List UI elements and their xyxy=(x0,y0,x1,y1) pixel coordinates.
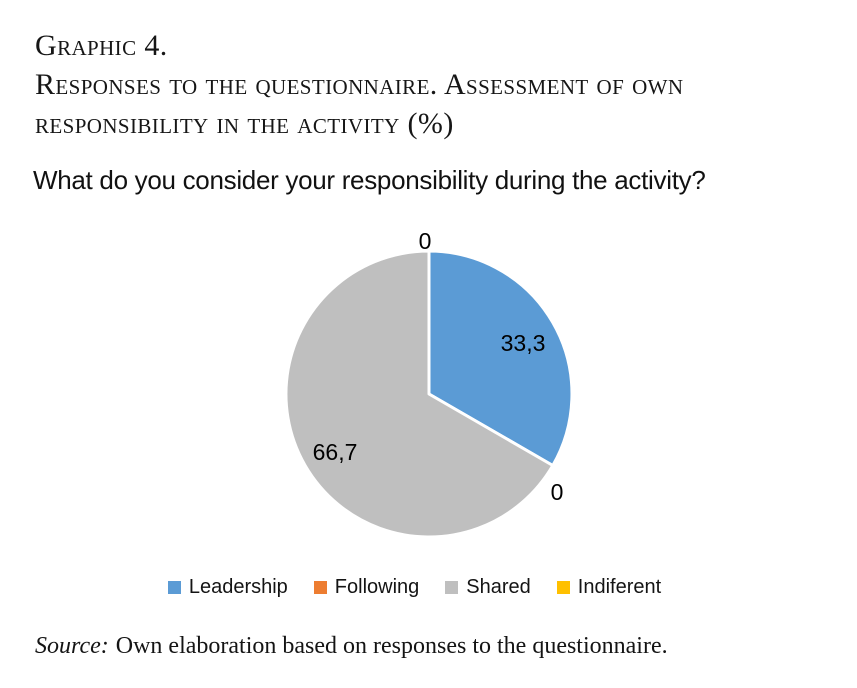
pie-label-indiferent-zero: 0 xyxy=(419,228,432,254)
pie-chart: 0 33,3 66,7 0 xyxy=(259,224,599,564)
legend-item-leadership: Leadership xyxy=(167,576,288,599)
source-note: Source: Own elaboration based on response… xyxy=(35,633,668,660)
legend-swatch-following-icon xyxy=(313,581,327,594)
graphic-caption-line1: Graphic 4. xyxy=(35,29,168,62)
chart-legend: Leadership Following Shared Indiferent xyxy=(0,576,843,599)
legend-label-indiferent: Indiferent xyxy=(577,576,662,598)
legend-swatch-shared-icon xyxy=(445,581,459,594)
graphic-caption-line3: responsibility in the activity (%) xyxy=(35,107,454,140)
pie-slice-shared xyxy=(284,249,555,539)
legend-item-indiferent: Indiferent xyxy=(556,576,662,599)
graphic-caption-line2: Responses to the questionnaire. Assessme… xyxy=(35,68,684,101)
pie-slice-leadership xyxy=(427,249,574,467)
chart-question-title: What do you consider your responsibility… xyxy=(33,165,706,195)
pie-label-shared-value: 66,7 xyxy=(313,439,358,465)
source-note-label: Source: xyxy=(35,633,109,659)
pie-label-following-zero: 0 xyxy=(551,479,564,505)
graphic-caption: Graphic 4. Responses to the questionnair… xyxy=(35,26,683,143)
legend-swatch-leadership-icon xyxy=(167,581,181,594)
pie-label-leadership-value: 33,3 xyxy=(501,330,546,356)
legend-swatch-indiferent-icon xyxy=(556,581,570,594)
legend-label-shared: Shared xyxy=(466,576,531,598)
source-note-text: Own elaboration based on responses to th… xyxy=(115,633,668,659)
legend-label-leadership: Leadership xyxy=(188,576,288,598)
legend-item-following: Following xyxy=(313,576,420,599)
legend-item-shared: Shared xyxy=(445,576,531,599)
legend-label-following: Following xyxy=(334,576,420,598)
